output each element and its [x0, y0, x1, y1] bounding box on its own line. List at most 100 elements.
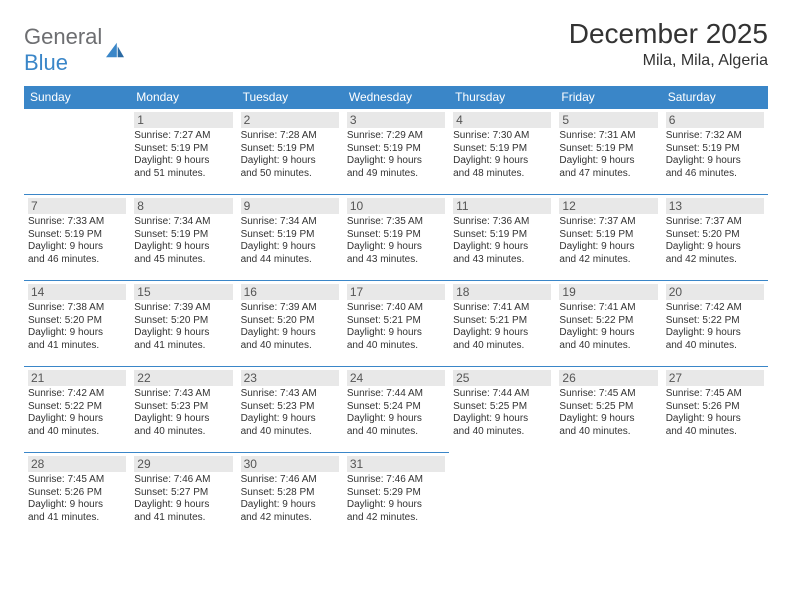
- day-info-line: Sunset: 5:20 PM: [666, 229, 764, 242]
- day-info-line: Sunrise: 7:45 AM: [666, 388, 764, 401]
- day-info: Sunrise: 7:30 AMSunset: 5:19 PMDaylight:…: [453, 130, 551, 180]
- day-info-line: and 40 minutes.: [241, 426, 339, 439]
- day-info: Sunrise: 7:32 AMSunset: 5:19 PMDaylight:…: [666, 130, 764, 180]
- day-info-line: Daylight: 9 hours: [347, 413, 445, 426]
- calendar-cell: 15Sunrise: 7:39 AMSunset: 5:20 PMDayligh…: [130, 281, 236, 367]
- day-info-line: Sunrise: 7:45 AM: [28, 474, 126, 487]
- day-info-line: Sunrise: 7:42 AM: [666, 302, 764, 315]
- day-info-line: Daylight: 9 hours: [28, 241, 126, 254]
- day-info-line: Daylight: 9 hours: [241, 241, 339, 254]
- day-info: Sunrise: 7:42 AMSunset: 5:22 PMDaylight:…: [28, 388, 126, 438]
- day-info: Sunrise: 7:39 AMSunset: 5:20 PMDaylight:…: [241, 302, 339, 352]
- day-info: Sunrise: 7:36 AMSunset: 5:19 PMDaylight:…: [453, 216, 551, 266]
- day-info: Sunrise: 7:45 AMSunset: 5:26 PMDaylight:…: [666, 388, 764, 438]
- day-info-line: Sunrise: 7:34 AM: [134, 216, 232, 229]
- day-info-line: Sunrise: 7:43 AM: [134, 388, 232, 401]
- day-info: Sunrise: 7:44 AMSunset: 5:25 PMDaylight:…: [453, 388, 551, 438]
- day-info-line: and 40 minutes.: [347, 426, 445, 439]
- day-info-line: Daylight: 9 hours: [559, 327, 657, 340]
- day-info-line: and 40 minutes.: [559, 340, 657, 353]
- day-info-line: and 48 minutes.: [453, 168, 551, 181]
- day-info-line: Sunrise: 7:42 AM: [28, 388, 126, 401]
- calendar-row: 21Sunrise: 7:42 AMSunset: 5:22 PMDayligh…: [24, 367, 768, 453]
- day-info: Sunrise: 7:46 AMSunset: 5:28 PMDaylight:…: [241, 474, 339, 524]
- day-info-line: Sunset: 5:23 PM: [134, 401, 232, 414]
- day-number: 28: [28, 456, 126, 472]
- day-info-line: and 40 minutes.: [347, 340, 445, 353]
- calendar-cell: 12Sunrise: 7:37 AMSunset: 5:19 PMDayligh…: [555, 195, 661, 281]
- day-info-line: and 41 minutes.: [134, 340, 232, 353]
- calendar-cell: 10Sunrise: 7:35 AMSunset: 5:19 PMDayligh…: [343, 195, 449, 281]
- day-info-line: and 40 minutes.: [666, 426, 764, 439]
- calendar-cell: 1Sunrise: 7:27 AMSunset: 5:19 PMDaylight…: [130, 109, 236, 195]
- day-info-line: and 41 minutes.: [134, 512, 232, 525]
- day-info-line: Sunrise: 7:44 AM: [453, 388, 551, 401]
- day-info: Sunrise: 7:41 AMSunset: 5:21 PMDaylight:…: [453, 302, 551, 352]
- day-info-line: and 42 minutes.: [559, 254, 657, 267]
- calendar-row: 28Sunrise: 7:45 AMSunset: 5:26 PMDayligh…: [24, 453, 768, 539]
- day-info-line: and 42 minutes.: [666, 254, 764, 267]
- day-number: 23: [241, 370, 339, 386]
- calendar-cell: 23Sunrise: 7:43 AMSunset: 5:23 PMDayligh…: [237, 367, 343, 453]
- day-info: Sunrise: 7:33 AMSunset: 5:19 PMDaylight:…: [28, 216, 126, 266]
- day-info-line: Sunrise: 7:31 AM: [559, 130, 657, 143]
- calendar-body: 1Sunrise: 7:27 AMSunset: 5:19 PMDaylight…: [24, 109, 768, 539]
- day-info-line: Daylight: 9 hours: [453, 155, 551, 168]
- calendar-cell: 11Sunrise: 7:36 AMSunset: 5:19 PMDayligh…: [449, 195, 555, 281]
- calendar-cell: 21Sunrise: 7:42 AMSunset: 5:22 PMDayligh…: [24, 367, 130, 453]
- day-number: 9: [241, 198, 339, 214]
- day-number: 16: [241, 284, 339, 300]
- weekday-header: Thursday: [449, 86, 555, 109]
- day-info-line: Sunrise: 7:30 AM: [453, 130, 551, 143]
- day-info: Sunrise: 7:39 AMSunset: 5:20 PMDaylight:…: [134, 302, 232, 352]
- day-info-line: Sunset: 5:19 PM: [134, 229, 232, 242]
- day-number: 10: [347, 198, 445, 214]
- calendar-cell: 13Sunrise: 7:37 AMSunset: 5:20 PMDayligh…: [662, 195, 768, 281]
- calendar-cell: 6Sunrise: 7:32 AMSunset: 5:19 PMDaylight…: [662, 109, 768, 195]
- day-info-line: and 41 minutes.: [28, 340, 126, 353]
- day-info-line: Sunset: 5:20 PM: [134, 315, 232, 328]
- day-info: Sunrise: 7:46 AMSunset: 5:27 PMDaylight:…: [134, 474, 232, 524]
- day-number: 24: [347, 370, 445, 386]
- day-number: 27: [666, 370, 764, 386]
- day-info-line: Sunset: 5:22 PM: [666, 315, 764, 328]
- day-info: Sunrise: 7:29 AMSunset: 5:19 PMDaylight:…: [347, 130, 445, 180]
- day-info-line: Daylight: 9 hours: [134, 155, 232, 168]
- day-info-line: Daylight: 9 hours: [666, 155, 764, 168]
- day-info: Sunrise: 7:40 AMSunset: 5:21 PMDaylight:…: [347, 302, 445, 352]
- page-header: General Blue December 2025 Mila, Mila, A…: [24, 18, 768, 76]
- day-info-line: Daylight: 9 hours: [559, 155, 657, 168]
- day-info-line: and 40 minutes.: [559, 426, 657, 439]
- day-info-line: Sunset: 5:19 PM: [559, 143, 657, 156]
- day-info-line: Sunrise: 7:35 AM: [347, 216, 445, 229]
- day-info: Sunrise: 7:34 AMSunset: 5:19 PMDaylight:…: [241, 216, 339, 266]
- day-info: Sunrise: 7:45 AMSunset: 5:25 PMDaylight:…: [559, 388, 657, 438]
- day-info-line: Sunrise: 7:32 AM: [666, 130, 764, 143]
- day-info-line: Daylight: 9 hours: [28, 413, 126, 426]
- logo-text: General Blue: [24, 24, 102, 76]
- day-info-line: Sunset: 5:19 PM: [453, 143, 551, 156]
- day-number: 14: [28, 284, 126, 300]
- calendar-cell: 22Sunrise: 7:43 AMSunset: 5:23 PMDayligh…: [130, 367, 236, 453]
- calendar-cell: 27 Sunrise: 7:45 AMSunset: 5:26 PMDayligh…: [662, 367, 768, 453]
- day-info-line: and 42 minutes.: [347, 512, 445, 525]
- day-info-line: Daylight: 9 hours: [241, 413, 339, 426]
- day-info-line: Sunset: 5:19 PM: [666, 143, 764, 156]
- day-info: Sunrise: 7:27 AMSunset: 5:19 PMDaylight:…: [134, 130, 232, 180]
- day-info-line: and 43 minutes.: [453, 254, 551, 267]
- calendar-cell: 7Sunrise: 7:33 AMSunset: 5:19 PMDaylight…: [24, 195, 130, 281]
- day-info-line: Sunrise: 7:44 AM: [347, 388, 445, 401]
- day-info-line: Daylight: 9 hours: [241, 499, 339, 512]
- day-info: Sunrise: 7:34 AMSunset: 5:19 PMDaylight:…: [134, 216, 232, 266]
- day-info-line: Daylight: 9 hours: [347, 241, 445, 254]
- calendar-cell: 5Sunrise: 7:31 AMSunset: 5:19 PMDaylight…: [555, 109, 661, 195]
- day-info-line: Sunset: 5:19 PM: [28, 229, 126, 242]
- day-info-line: and 41 minutes.: [28, 512, 126, 525]
- day-number: 26: [559, 370, 657, 386]
- day-info-line: and 51 minutes.: [134, 168, 232, 181]
- calendar-cell: 29Sunrise: 7:46 AMSunset: 5:27 PMDayligh…: [130, 453, 236, 539]
- day-info-line: Sunrise: 7:27 AM: [134, 130, 232, 143]
- day-info-line: and 42 minutes.: [241, 512, 339, 525]
- calendar-table: SundayMondayTuesdayWednesdayThursdayFrid…: [24, 86, 768, 539]
- day-info-line: Daylight: 9 hours: [559, 413, 657, 426]
